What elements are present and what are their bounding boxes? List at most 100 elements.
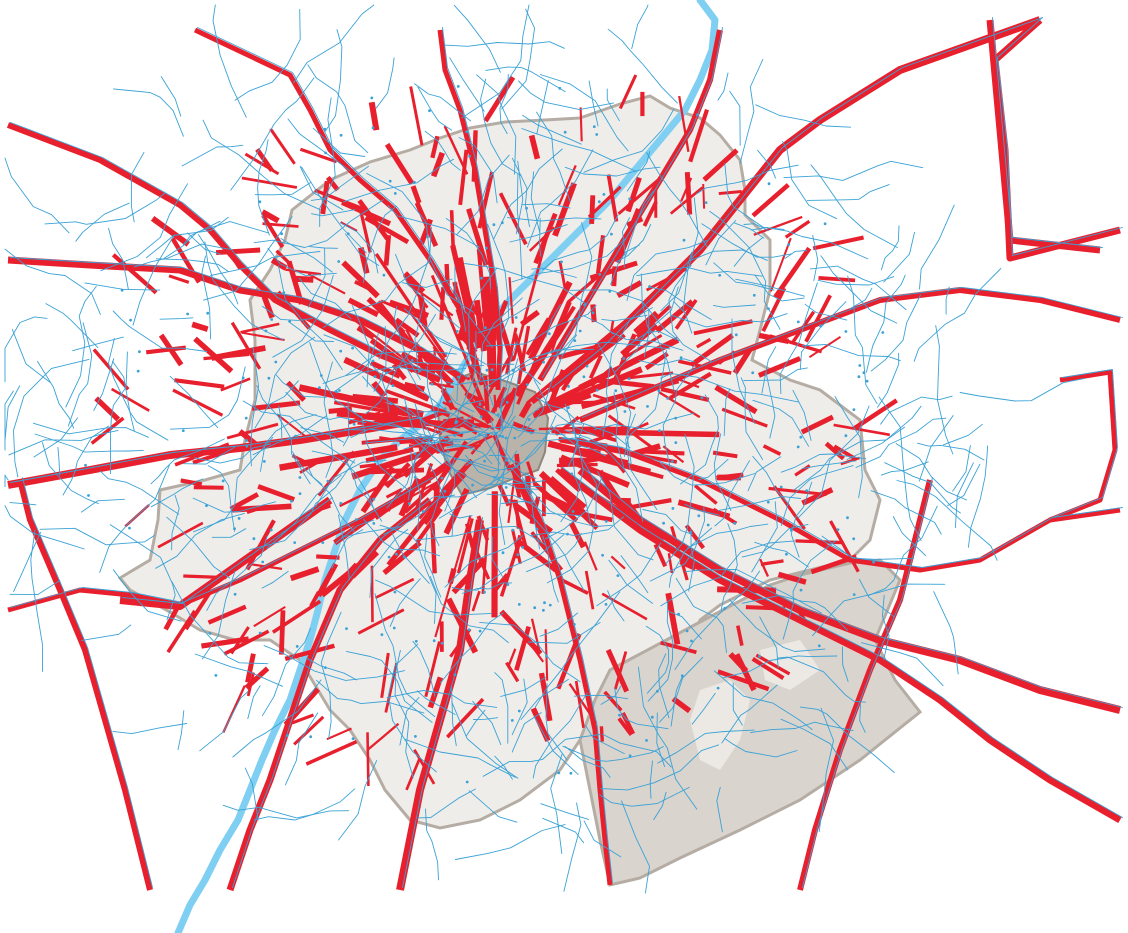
red-segment xyxy=(678,359,732,375)
blue-link xyxy=(686,523,769,549)
blue-link xyxy=(110,351,128,475)
red-segment xyxy=(760,559,784,567)
red-spoke xyxy=(490,300,497,387)
red-segment xyxy=(732,348,753,375)
blue-link xyxy=(375,579,493,616)
network-node xyxy=(505,458,509,462)
blue-link xyxy=(859,579,895,618)
red-segment xyxy=(291,713,315,725)
blue-link xyxy=(415,525,546,545)
red-segment xyxy=(599,726,604,742)
blue-link xyxy=(171,581,269,665)
blue-link xyxy=(309,246,339,249)
network-node xyxy=(241,376,245,380)
blue-link xyxy=(607,590,625,622)
network-node xyxy=(679,356,683,360)
network-node xyxy=(323,666,327,669)
network-node xyxy=(373,375,377,378)
blue-link xyxy=(207,465,236,532)
blue-link xyxy=(743,367,808,382)
network-node xyxy=(542,360,545,364)
blue-link xyxy=(344,456,383,522)
red-corridor xyxy=(517,478,613,886)
blue-link xyxy=(626,239,708,301)
blue-link xyxy=(870,490,942,535)
blue-link xyxy=(799,706,895,773)
network-node xyxy=(87,494,90,497)
blue-link xyxy=(155,258,229,272)
red-segment xyxy=(275,249,292,265)
blue-link xyxy=(720,523,738,611)
blue-link xyxy=(645,625,670,694)
blue-link xyxy=(717,72,729,101)
network-node xyxy=(758,655,761,658)
network-node xyxy=(601,553,604,557)
blue-link xyxy=(456,154,510,236)
blue-link xyxy=(210,251,321,276)
blue-link xyxy=(322,332,379,384)
blue-link xyxy=(735,278,805,297)
blue-link xyxy=(600,686,621,705)
blue-link xyxy=(673,301,693,334)
red-segment xyxy=(755,653,791,676)
blue-link xyxy=(642,509,694,535)
blue-link xyxy=(424,533,442,598)
blue-link xyxy=(724,162,785,230)
blue-link xyxy=(194,653,283,687)
blue-link xyxy=(614,286,679,373)
network-node xyxy=(505,400,509,404)
red-segment xyxy=(579,107,583,142)
blue-link xyxy=(509,224,568,243)
network-node xyxy=(385,371,388,375)
network-node xyxy=(510,719,514,722)
red-spoke xyxy=(532,393,592,419)
red-segment xyxy=(444,263,450,290)
blue-link xyxy=(550,753,563,855)
network-node xyxy=(483,590,486,594)
network-node xyxy=(846,516,849,520)
blue-link xyxy=(472,717,499,720)
blue-link xyxy=(722,655,838,679)
blue-link xyxy=(622,217,631,269)
red-segment xyxy=(90,416,125,445)
red-segment xyxy=(804,294,832,343)
red-segment xyxy=(166,609,197,654)
blue-link xyxy=(533,379,597,437)
network-node xyxy=(326,479,330,483)
blue-link xyxy=(81,624,132,641)
red-segment xyxy=(670,525,689,581)
red-segment xyxy=(211,345,266,361)
red-segment xyxy=(594,377,655,389)
blue-link xyxy=(522,203,571,209)
network-node xyxy=(457,375,460,379)
blue-link xyxy=(765,372,776,439)
blue-link xyxy=(812,234,819,282)
network-node xyxy=(426,235,429,239)
blue-link xyxy=(530,516,625,537)
blue-link xyxy=(716,786,723,833)
red-segment xyxy=(684,524,706,550)
network-node xyxy=(208,632,212,635)
blue-link xyxy=(935,325,954,455)
blue-link xyxy=(528,622,601,644)
red-segment xyxy=(511,529,522,565)
network-node xyxy=(567,406,570,409)
red-segment xyxy=(366,732,370,787)
red-segment xyxy=(556,633,582,690)
network-node xyxy=(84,463,87,467)
network-node xyxy=(410,359,414,362)
red-segment xyxy=(215,247,261,256)
blue-link xyxy=(488,454,522,465)
network-node xyxy=(604,520,608,523)
network-node xyxy=(389,402,393,406)
red-segment xyxy=(368,101,380,131)
blue-link xyxy=(636,266,763,277)
red-segment xyxy=(745,605,786,611)
red-segment xyxy=(613,651,628,690)
network-node xyxy=(627,377,631,381)
red-segment xyxy=(753,215,803,236)
network-node xyxy=(572,623,576,626)
network-node xyxy=(662,521,665,525)
blue-link xyxy=(656,712,666,768)
red-segment xyxy=(294,275,314,283)
